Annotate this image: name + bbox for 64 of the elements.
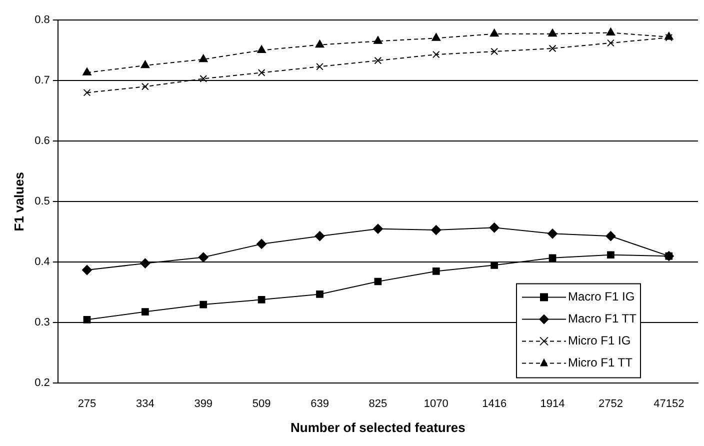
point [200,300,208,308]
point [607,251,614,259]
point [140,60,150,68]
x-tick-label: 1070 [424,398,448,410]
y-tick-label: 0.8 [34,14,50,26]
x-tick-label: 399 [194,398,213,410]
y-tick-label: 0.5 [34,196,50,208]
point [83,88,91,96]
x-tick-label: 334 [136,398,154,410]
x-tick-label: 509 [252,398,271,410]
point [607,39,614,47]
point [490,48,498,56]
point [606,231,616,242]
y-tick-label: 0.4 [34,256,50,268]
point [374,36,382,44]
point [548,44,556,52]
point [316,62,324,70]
point [83,316,91,324]
point [431,225,442,236]
point [665,34,673,42]
x-tick-label: 639 [310,398,329,410]
legend-label: Macro F1 IG [568,290,635,304]
point [432,50,440,58]
point [490,28,499,37]
point [432,33,441,41]
point [548,254,556,262]
point [141,308,149,316]
point [198,252,208,262]
point [548,228,558,239]
y-tick-label: 0.7 [34,74,50,87]
point [548,28,557,37]
x-axis-title: Number of selected features [290,420,466,435]
x-tick-label: 825 [368,398,388,410]
legend-label: Micro F1 IG [568,334,631,348]
point [141,82,149,90]
x-tick-label: 47152 [654,398,684,410]
point [257,45,266,54]
point [82,265,92,276]
point [258,68,266,76]
point [82,68,92,76]
point [374,278,382,286]
y-tick-label: 0.3 [34,316,50,329]
point [256,238,267,249]
y-axis-title: F1 values [11,172,26,232]
point [314,231,325,242]
point [316,290,324,298]
point [198,54,208,62]
y-tick-label: 0.6 [34,135,50,148]
x-tick-label: 2752 [598,398,623,410]
point [200,75,208,82]
point [374,56,382,64]
point [432,268,440,275]
point [489,222,500,233]
y-tick-label: 0.2 [34,377,50,390]
x-tick-label: 275 [78,398,96,410]
legend-label: Micro F1 TT [568,356,634,370]
point [140,258,150,268]
point [315,40,324,48]
point [606,28,616,36]
x-tick-label: 1914 [540,398,565,410]
x-tick-label: 1416 [482,398,507,410]
legend-label: Macro F1 TT [568,312,638,326]
point [372,224,383,234]
point [258,296,266,304]
